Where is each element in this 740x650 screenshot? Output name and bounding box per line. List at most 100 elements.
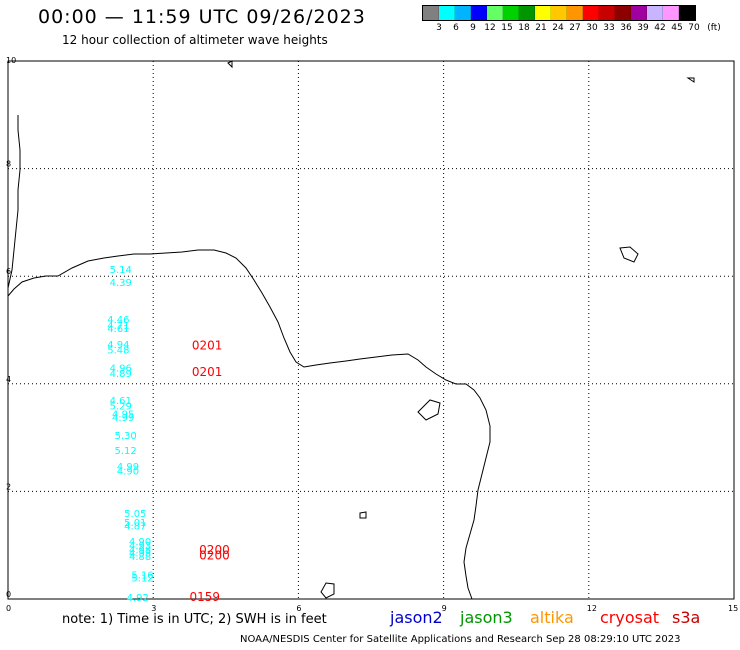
satellite-cryosat: cryosat: [600, 608, 660, 627]
wave-height-label: 4.96: [110, 364, 132, 375]
legend-swatch: [455, 6, 471, 20]
legend-label: 70: [688, 23, 700, 33]
y-tick-label: 2: [6, 482, 11, 491]
legend-labels: 3 6 9 12 15 18 21 24 27 30 33 36 39 42 45 70 (ft): [422, 21, 721, 33]
wave-height-label: 4.93: [129, 541, 151, 552]
legend-unit: (ft): [707, 23, 721, 33]
legend-swatch: [551, 6, 567, 20]
wave-height-label: 4.88: [129, 552, 151, 563]
wave-height-label: 4.95: [112, 409, 134, 420]
legend-label: 9: [470, 23, 476, 33]
satellite-s3a: s3a: [672, 608, 701, 627]
wave-height-label: 4.87: [124, 521, 146, 532]
x-tick-label: 3: [151, 604, 156, 613]
observation-time-label: 0201: [192, 365, 223, 379]
wave-height-label: 5.30: [114, 431, 136, 442]
legend-label: 24: [552, 23, 564, 33]
wave-height-label: 5.16: [131, 570, 153, 581]
wave-height-label: 5.05: [124, 509, 146, 520]
legend-label: 15: [501, 23, 513, 33]
wave-height-label: 4.90: [129, 537, 151, 548]
wave-height-label: 4.93: [129, 549, 151, 560]
map-footer: NOAA/NESDIS Center for Satellite Applica…: [240, 634, 681, 645]
legend-swatch: [423, 6, 439, 20]
map-note: note: 1) Time is in UTC; 2) SWH is in fe…: [62, 612, 327, 627]
x-tick-label: 6: [296, 604, 301, 613]
legend-swatch: [679, 6, 695, 20]
y-tick-label: 6: [6, 267, 11, 276]
wave-height-label: 5.12: [114, 446, 136, 457]
satellite-jason2: jason2: [390, 608, 443, 627]
wave-height-label: 4.99: [117, 462, 139, 473]
legend-label: 6: [453, 23, 459, 33]
wave-height-label: 5.14: [110, 265, 132, 276]
wave-height-label: 4.98: [129, 546, 151, 557]
wave-height-label: 4.92: [127, 593, 149, 604]
wave-height-label: 4.94: [107, 340, 129, 351]
map-title: 00:00 — 11:59 UTC 09/26/2023: [38, 6, 366, 28]
map-frame: [7, 60, 735, 600]
y-tick-label: 8: [6, 160, 11, 169]
map-subtitle: 12 hour collection of altimeter wave hei…: [62, 33, 328, 47]
wave-height-label: 4.71: [107, 321, 129, 332]
observation-time-label: 0201: [192, 339, 223, 353]
island-small-3: [686, 77, 695, 83]
satellite-altika: altika: [530, 608, 574, 627]
island-large: [417, 399, 441, 421]
wave-height-label: 4.90: [117, 466, 139, 477]
legend-label: 39: [637, 23, 649, 33]
y-tick-label: 0: [6, 590, 11, 599]
map-grid: [8, 61, 734, 599]
x-tick-label: 0: [6, 604, 11, 613]
y-tick-label: 4: [6, 375, 11, 384]
legend-label: 27: [569, 23, 581, 33]
legend-label: 18: [518, 23, 530, 33]
y-tick-label: 10: [6, 56, 16, 65]
legend-label: 45: [671, 23, 683, 33]
legend-swatch: [647, 6, 663, 20]
island-south: [320, 582, 335, 599]
legend-swatch: [567, 6, 583, 20]
legend-swatch: [439, 6, 455, 20]
legend-swatch: [535, 6, 551, 20]
wave-height-label: 4.61: [107, 324, 129, 335]
x-tick-label: 12: [587, 604, 597, 613]
legend-label: 36: [620, 23, 632, 33]
island-small-2: [227, 60, 233, 69]
observation-time-label: 0200: [199, 548, 230, 562]
legend-label: 42: [654, 23, 666, 33]
legend-label: 3: [436, 23, 442, 33]
legend-swatch: [631, 6, 647, 20]
legend-swatch: [487, 6, 503, 20]
wave-height-legend: 3 6 9 12 15 18 21 24 27 30 33 36 39 42 45 70 (ft): [422, 5, 721, 33]
legend-swatch: [615, 6, 631, 20]
x-tick-label: 9: [442, 604, 447, 613]
legend-swatch: [519, 6, 535, 20]
legend-swatch: [583, 6, 599, 20]
wave-height-label: 5.12: [131, 573, 153, 584]
wave-height-label: 4.46: [107, 315, 129, 326]
wave-height-label: 4.89: [110, 369, 132, 380]
wave-height-label: 4.61: [110, 396, 132, 407]
wave-height-label: 4.39: [110, 278, 132, 289]
axis-labels: 0 3 6 9 12 15 0 2 4 6 8 10: [6, 56, 738, 613]
coastline: [7, 60, 695, 600]
coastline-east-edge: [7, 115, 21, 289]
coastline-gulf: [7, 249, 491, 600]
satellite-jason3: jason3: [460, 608, 513, 627]
legend-swatch: [663, 6, 679, 20]
legend-label: 33: [603, 23, 615, 33]
wave-height-label: 5.01: [124, 518, 146, 529]
observation-time-label: 0200: [199, 543, 230, 557]
observations: 5.144.394.464.714.614.945.484.964.894.61…: [107, 265, 230, 604]
legend-color-scale: [422, 5, 696, 21]
legend-label: 21: [535, 23, 547, 33]
wave-height-label: 5.29: [110, 401, 132, 412]
legend-label: 30: [586, 23, 598, 33]
wave-height-label: 4.99: [112, 413, 134, 424]
legend-swatch: [471, 6, 487, 20]
legend-label: 12: [484, 23, 496, 33]
wave-height-label: 5.48: [107, 345, 129, 356]
x-tick-label: 15: [728, 604, 738, 613]
